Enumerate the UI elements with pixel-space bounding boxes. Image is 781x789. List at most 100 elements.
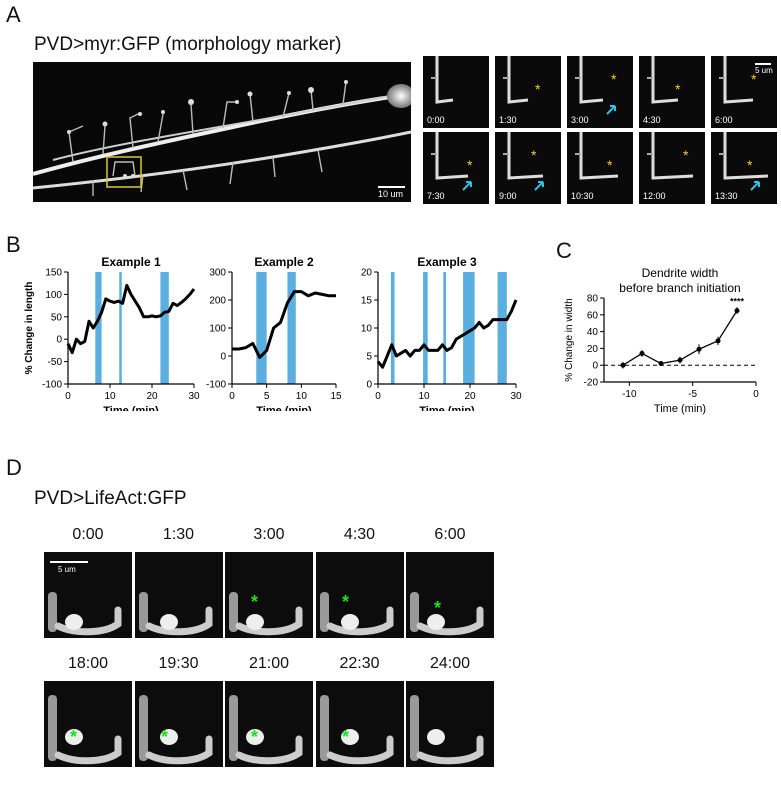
actin-blob — [246, 614, 264, 630]
lifeact-timelapse-row-2: 18:00 * 19:30 * 21:00 * 22:30 * 24:00 — [44, 655, 494, 789]
y-tick-label: 40 — [587, 327, 599, 338]
lifeact-tile: * — [225, 552, 313, 638]
y-tick-label: 80 — [587, 294, 599, 305]
y-tick-label: 20 — [587, 344, 599, 355]
actin-blob — [159, 614, 178, 630]
timelapse-grid-a: 0:00 * 1:30 * 3:00 * 4:30 * 6:00 5 um * 7:30 * 9:00 * 1… — [423, 56, 781, 206]
x-tick-label: 20 — [464, 391, 476, 402]
y-tick-label: 0 — [56, 335, 62, 346]
x-axis-label: Time (min) — [654, 403, 706, 415]
y-tick-label: 5 — [366, 352, 372, 363]
lifeact-tile: * — [134, 681, 223, 767]
highlight-bar — [256, 272, 267, 384]
timestamp-label: 18:00 — [67, 655, 109, 672]
star-marker: * — [747, 157, 753, 173]
lifeact-tile: * — [406, 552, 494, 638]
star-marker: * — [535, 81, 541, 97]
timestamp-label: 22:30 — [339, 655, 380, 672]
arrow-marker — [606, 105, 616, 115]
dendrite-shape — [435, 132, 469, 180]
x-axis-label: Time (min) — [419, 405, 475, 411]
timestamp-label: 4:30 — [643, 115, 661, 125]
timelapse-tile: * 10:30 — [567, 132, 633, 204]
chart-title: before branch initiation — [619, 281, 740, 295]
star-marker: * — [607, 157, 613, 173]
x-tick-label: -5 — [688, 389, 697, 400]
dendrite-shape — [48, 592, 57, 632]
y-tick-label: 200 — [209, 296, 226, 307]
dendrite-shape — [579, 132, 619, 180]
dendrite-shape — [54, 735, 122, 765]
dendrite-shape — [326, 735, 393, 765]
data-point — [639, 350, 645, 356]
timestamp-label: 21:00 — [248, 655, 290, 672]
scale-bar-label-a: 10 um — [378, 189, 404, 199]
data-point — [677, 357, 683, 363]
x-tick-label: 10 — [296, 391, 308, 402]
x-tick-label: 30 — [510, 391, 522, 402]
dendrite-shape — [235, 735, 303, 765]
data-point — [696, 346, 702, 352]
panel-a-title: PVD>myr:GFP (morphology marker) — [34, 34, 342, 55]
pvd-morphology-image: 10 um — [33, 62, 411, 202]
dendrite-shape — [579, 56, 604, 104]
highlight-bar — [119, 272, 122, 384]
data-line — [376, 299, 518, 369]
timelapse-tile: * 9:00 — [495, 132, 561, 204]
star-marker: * — [751, 71, 757, 87]
highlight-bar — [95, 272, 102, 384]
dendrite-shape — [145, 606, 212, 636]
star-marker: * — [161, 727, 168, 747]
x-axis-label: Time (min) — [103, 405, 159, 411]
actin-blob — [427, 614, 445, 630]
data-line — [66, 283, 196, 355]
y-tick-label: 100 — [209, 324, 226, 335]
dendrite-shape — [651, 132, 694, 180]
y-tick-label: 15 — [361, 296, 373, 307]
dendrite-shape — [319, 695, 329, 761]
lifeact-tile — [406, 681, 494, 767]
x-tick-label: 10 — [104, 391, 116, 402]
lifeact-tile: * — [315, 552, 404, 638]
star-marker: * — [434, 598, 441, 618]
panel-label-a: A — [6, 2, 21, 27]
y-tick-label: 20 — [361, 268, 373, 279]
dendrite-shape — [651, 56, 679, 104]
arrow-marker — [750, 181, 760, 191]
timelapse-tile: * 1:30 — [495, 56, 561, 128]
lifeact-tile: 5 um — [44, 552, 132, 638]
highlight-bar — [287, 272, 296, 384]
y-tick-label: 100 — [45, 290, 62, 301]
timelapse-tile: 0:00 — [423, 56, 489, 128]
scale-bar-label: 5 um — [755, 66, 773, 75]
timestamp-label: 3:00 — [253, 526, 285, 543]
timestamp-label: 1:30 — [162, 526, 195, 543]
dendrite-shape — [229, 695, 238, 761]
timestamp-label: 13:30 — [715, 191, 738, 201]
dendrite-shape — [723, 56, 754, 104]
y-axis-label: % Change in width — [564, 298, 575, 381]
timestamp-label: 4:30 — [343, 526, 376, 543]
x-axis-label: Time (min) — [256, 405, 312, 411]
x-tick-label: 15 — [330, 391, 342, 402]
star-marker: * — [342, 592, 349, 612]
dendrite-shape — [54, 606, 122, 636]
chart-title: Dendrite width — [642, 266, 719, 280]
timestamp-label: 9:00 — [499, 191, 517, 201]
dendrite-shape — [138, 592, 148, 632]
dendrite-shape — [235, 606, 303, 636]
x-tick-label: 0 — [753, 389, 759, 400]
timestamp-label: 24:00 — [429, 655, 471, 672]
highlight-bar — [443, 272, 447, 384]
y-tick-label: 60 — [587, 310, 599, 321]
chart-example-1: -100 -50 0 50 100 150 0 10 20 30 Example 1 Time (mi… — [24, 255, 200, 411]
star-marker: * — [683, 147, 689, 163]
y-tick-label: 150 — [45, 268, 62, 279]
actin-blob — [159, 729, 178, 745]
x-tick-label: 30 — [188, 391, 200, 402]
x-tick-label: 0 — [65, 391, 71, 402]
timestamp-label: 19:30 — [158, 655, 199, 672]
x-tick-label: 5 — [264, 391, 270, 402]
timestamp-label: 0:00 — [427, 115, 445, 125]
